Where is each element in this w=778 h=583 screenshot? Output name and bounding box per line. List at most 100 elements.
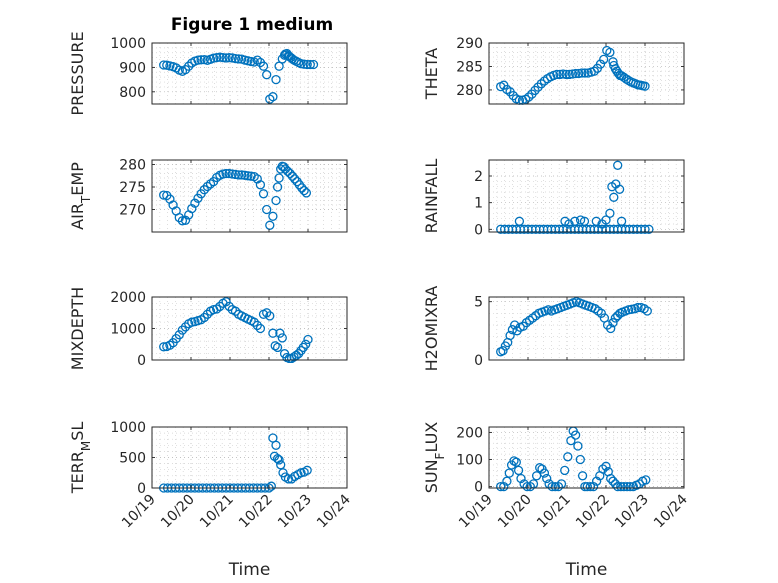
data-point (258, 189, 269, 199)
y-axis-label: SUNFLUX (422, 422, 447, 494)
data-point (180, 322, 191, 332)
y-axis-label: H2OMIXRA (422, 286, 441, 372)
data-point (499, 481, 509, 492)
data-point (610, 64, 621, 74)
data-point (616, 71, 627, 81)
data-point (224, 168, 234, 179)
data-point (601, 461, 611, 471)
data-point (510, 320, 520, 330)
data-point (221, 297, 231, 307)
data-point (308, 59, 319, 70)
subplot-3: 270 275 280 AIRTEMP (68, 158, 348, 233)
data-point (246, 171, 256, 181)
data-point (262, 70, 272, 80)
data-point (570, 68, 581, 79)
data-point (642, 306, 652, 316)
x-tick-label: 10/24 (314, 491, 354, 531)
data-point (286, 474, 297, 484)
data-point (249, 317, 259, 327)
figure-title: Figure 1 medium (171, 15, 333, 35)
y-tick-label: 1 (474, 196, 483, 212)
data-point (536, 79, 546, 89)
x-tick-label: 10/23 (275, 492, 315, 532)
data-point (570, 216, 580, 226)
data-point (505, 330, 515, 341)
data-point (283, 166, 293, 176)
axes-border (488, 42, 685, 105)
data-point (272, 342, 283, 353)
data-point (498, 346, 508, 356)
data-point (252, 320, 262, 331)
data-point (504, 468, 514, 478)
data-point (524, 92, 534, 102)
y-axis-label: MIXDEPTH (68, 287, 87, 370)
data-point (619, 72, 629, 82)
x-tick-label: 10/19 (456, 492, 496, 532)
data-point (202, 309, 213, 319)
data-point (240, 170, 250, 180)
data-point (606, 323, 616, 334)
data-point (577, 471, 588, 481)
data-point (616, 216, 627, 226)
x-tick-label: 10/22 (236, 492, 276, 532)
y-tick-label: 500 (119, 451, 146, 467)
data-point (580, 68, 590, 78)
subplot-4: 0 1 2 RAINFALL (422, 159, 685, 238)
data-point (301, 188, 312, 198)
y-tick-label: 280 (456, 83, 483, 99)
data-point (277, 333, 287, 343)
data-point (579, 216, 590, 226)
data-point (285, 168, 295, 179)
data-point (302, 59, 312, 70)
y-tick-label: 270 (119, 203, 146, 219)
data-point (566, 435, 576, 446)
subplot-6: 0 5 H2OMIXRA (422, 286, 685, 372)
data-point (502, 476, 512, 486)
x-tick-label: 10/21 (197, 492, 237, 532)
subplot-5: 0 1000 2000 MIXDEPTH (68, 287, 348, 370)
data-point (274, 455, 284, 465)
data-point (609, 192, 619, 202)
data-point (265, 311, 275, 321)
data-point (516, 473, 526, 484)
data-point (301, 339, 311, 349)
y-axis-label: AIRTEMP (68, 162, 93, 230)
data-point (509, 456, 519, 466)
data-point (511, 457, 521, 467)
data-point (283, 474, 294, 484)
data-point (573, 441, 583, 451)
data-point (552, 69, 562, 80)
data-point (177, 325, 188, 335)
axes-frame (488, 159, 685, 233)
subplot-7: 0 500 1000 10/19 10/20 10/21 10/22 10/23 10/24 Ti… (68, 420, 354, 580)
data-point (496, 481, 506, 492)
data-point (233, 170, 244, 180)
data-point (271, 74, 281, 85)
data-point (271, 195, 281, 206)
axes-border (151, 159, 348, 233)
y-tick-label: 290 (456, 36, 483, 52)
data-point (619, 481, 629, 492)
data-point (246, 56, 256, 67)
data-point (286, 353, 297, 364)
data-point (218, 169, 228, 179)
data-point (531, 471, 542, 481)
data-point (233, 54, 244, 64)
data-point (159, 60, 169, 70)
data-point (190, 198, 200, 208)
data-point (577, 68, 587, 78)
data-point (591, 216, 601, 226)
data-point (237, 170, 247, 180)
x-tick-label: 10/22 (573, 492, 613, 532)
data-point (279, 50, 290, 60)
data-point (555, 69, 565, 80)
y-tick-label: 285 (456, 59, 483, 75)
data-point (199, 312, 209, 323)
data-point (564, 219, 574, 229)
x-tick-label: 10/23 (612, 492, 652, 532)
data-point (553, 481, 564, 492)
data-point (268, 92, 278, 102)
data-point (227, 169, 237, 179)
subplot-2: 280 285 290 THETA (422, 36, 685, 105)
